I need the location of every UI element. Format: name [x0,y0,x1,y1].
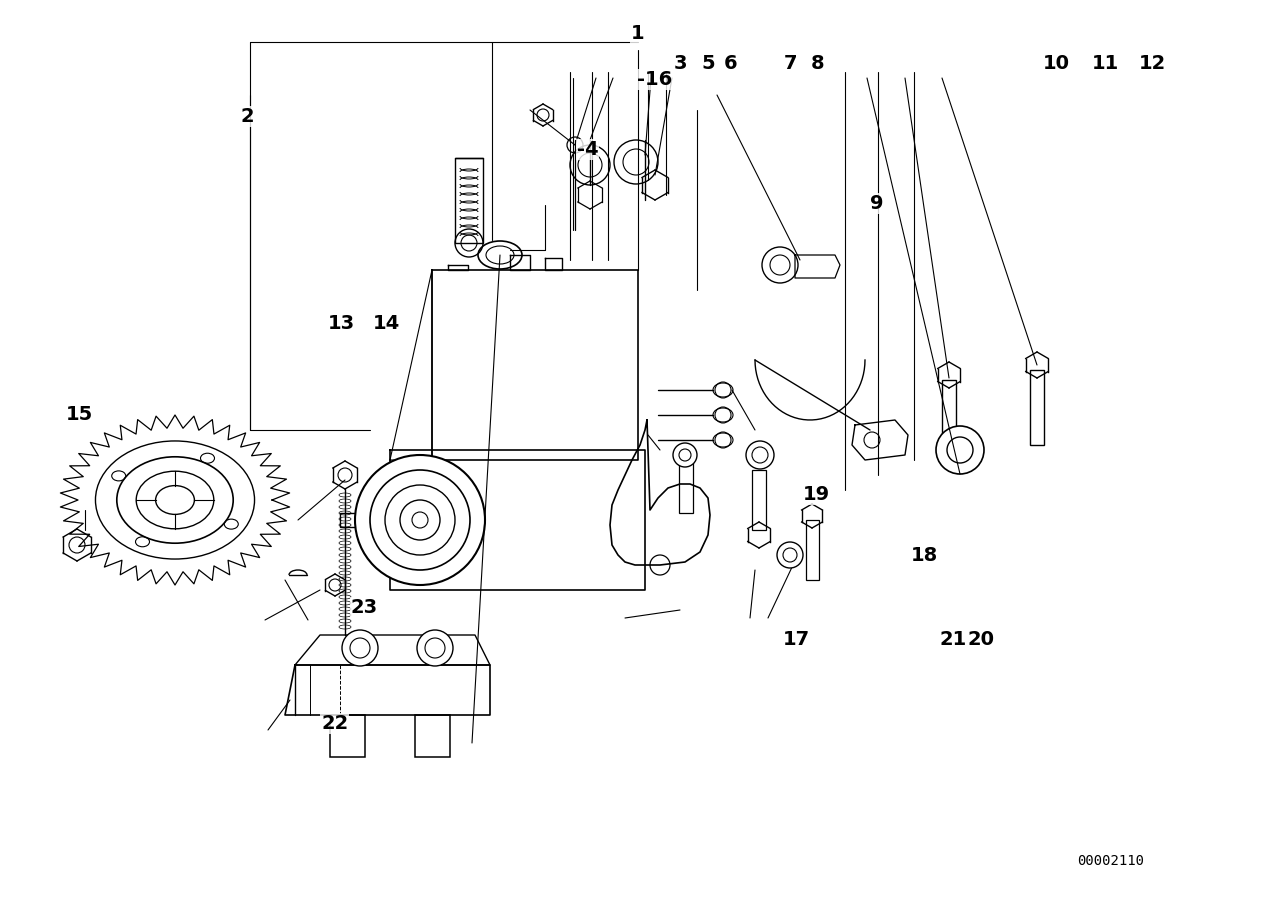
Circle shape [936,426,984,474]
Circle shape [777,542,802,568]
Bar [942,380,956,445]
Text: 00002110: 00002110 [1077,854,1144,868]
Text: 11: 11 [1091,55,1119,73]
Bar [679,458,693,513]
Bar [340,513,395,527]
Text: 3: 3 [674,55,687,73]
Text: 15: 15 [66,405,94,423]
Bar [752,470,766,530]
Text: 19: 19 [802,485,831,503]
Text: 6: 6 [724,55,737,73]
Text: 1: 1 [631,25,644,43]
Text: 20: 20 [969,631,994,649]
Circle shape [746,441,774,469]
Text: 22: 22 [321,714,349,733]
Circle shape [350,638,370,658]
Circle shape [674,443,697,467]
Bar [806,520,819,580]
Text: 17: 17 [782,631,810,649]
Text: 7: 7 [784,55,797,73]
Circle shape [947,437,972,463]
Text: 9: 9 [871,195,884,213]
Bar [1030,370,1045,445]
Text: 23: 23 [350,599,379,617]
Bar [455,158,483,243]
Circle shape [762,247,799,283]
Circle shape [355,455,486,585]
Circle shape [425,638,444,658]
Bar [330,715,365,757]
Circle shape [417,630,453,666]
Bar [415,715,450,757]
Text: 10: 10 [1043,55,1069,73]
Text: -16: -16 [636,70,672,88]
Circle shape [343,630,377,666]
Text: 5: 5 [702,55,715,73]
Text: 8: 8 [811,55,824,73]
Text: -4: -4 [577,140,598,158]
Text: 18: 18 [911,546,939,564]
Text: 2: 2 [241,107,254,126]
Text: 14: 14 [372,314,401,332]
Text: 12: 12 [1139,55,1167,73]
Text: 13: 13 [327,314,355,332]
Text: 21: 21 [939,631,967,649]
